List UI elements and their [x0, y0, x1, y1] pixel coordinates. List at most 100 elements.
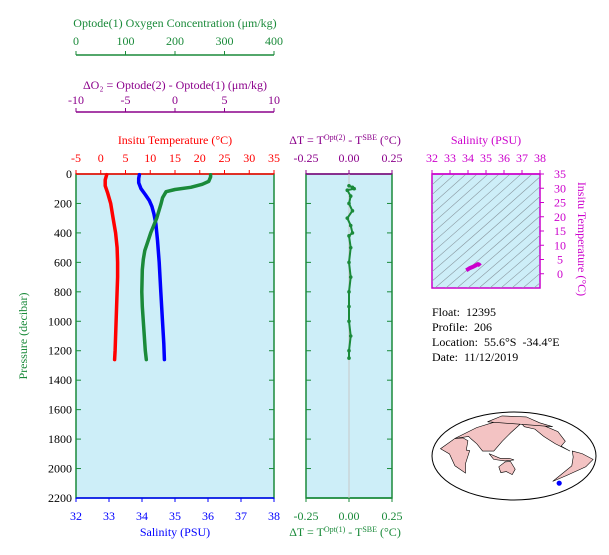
ts-density-contour — [432, 176, 540, 273]
date-value: 11/12/2019 — [464, 350, 519, 364]
float-row: Float: 12395 — [432, 305, 560, 320]
location-value: 55.6°S -34.4°E — [483, 335, 560, 349]
ts-x-tick-label: 36 — [498, 151, 510, 165]
ts-y-axis-title: Insitu Temperature (°C) — [575, 182, 589, 296]
superscript: Opt(2) — [324, 133, 346, 142]
delta-t-bottom-tick-label: 0.25 — [382, 509, 403, 523]
temperature-tick-label: -5 — [71, 151, 81, 165]
ts-y-tick-label: 10 — [554, 238, 566, 252]
ts-x-tick-label: 34 — [462, 151, 474, 165]
title-text: (°C) — [377, 133, 401, 147]
pressure-tick-label: 200 — [54, 196, 72, 210]
map-land-south-america — [552, 450, 594, 482]
delta-o2-tick-label: 10 — [268, 93, 280, 107]
pressure-axis-title: Pressure (decibar) — [16, 293, 30, 380]
salinity-tick-label: 34 — [136, 509, 148, 523]
delta-t-top-tick-label: 0.00 — [339, 151, 360, 165]
ts-y-tick-label: 5 — [557, 253, 563, 267]
map-land-africa — [439, 437, 471, 474]
float-label: Float: — [432, 305, 461, 319]
ts-density-contour — [445, 205, 540, 288]
salinity-profile-line — [136, 172, 167, 362]
pressure-tick-label: 800 — [54, 285, 72, 299]
ts-density-contour — [522, 273, 540, 288]
temperature-tick-label: 15 — [169, 151, 181, 165]
delta-t-line — [345, 184, 357, 359]
temperature-tick-label: 30 — [243, 151, 255, 165]
delta-o2-tick-label: 5 — [222, 93, 228, 107]
ts-y-tick-label: 20 — [554, 210, 566, 224]
date-label: Date: — [432, 350, 458, 364]
ts-density-contour — [432, 174, 522, 254]
ts-density-contour — [467, 225, 540, 288]
ts-contour-group — [432, 149, 609, 298]
ts-density-contour — [500, 254, 540, 288]
salinity-tick-label: 35 — [169, 509, 181, 523]
map-float-marker — [556, 480, 562, 486]
pressure-tick-label: 1800 — [48, 432, 72, 446]
title-text: ΔT = T — [289, 133, 324, 147]
ts-x-axis-title: Salinity (PSU) — [451, 133, 521, 147]
pressure-tick-label: 1400 — [48, 373, 72, 387]
oxygen-tick-label: 100 — [117, 34, 135, 48]
map-land-australia — [498, 461, 516, 475]
delta-t-bottom-tick-label: -0.25 — [294, 509, 319, 523]
salinity-tick-label: 37 — [235, 509, 247, 523]
location-label: Location: — [432, 335, 478, 349]
delta-o2-tick-label: 0 — [172, 93, 178, 107]
oxygen-tick-label: 0 — [73, 34, 79, 48]
ts-y-tick-label: 25 — [554, 196, 566, 210]
oxygen-tick-label: 300 — [216, 34, 234, 48]
temperature-profile-line — [103, 172, 120, 362]
ts-x-tick-label: 35 — [480, 151, 492, 165]
date-row: Date: 11/12/2019 — [432, 350, 560, 365]
salinity-tick-label: 38 — [268, 509, 280, 523]
delta-t-top-tick-label: 0.25 — [382, 151, 403, 165]
temperature-tick-label: 10 — [144, 151, 156, 165]
salinity-tick-label: 36 — [202, 509, 214, 523]
pressure-tick-label: 1200 — [48, 344, 72, 358]
delta-o2-tick-label: -10 — [68, 93, 84, 107]
delta-t-bottom-tick-label: 0.00 — [339, 509, 360, 523]
ts-density-contour — [434, 196, 540, 288]
temperature-tick-label: 35 — [268, 151, 280, 165]
ts-density-contour — [489, 244, 540, 288]
oxygen-tick-label: 200 — [166, 34, 184, 48]
superscript: SBE — [362, 133, 377, 142]
ts-y-tick-label: 15 — [554, 224, 566, 238]
map-land-greenland — [487, 415, 553, 427]
profile-row: Profile: 206 — [432, 320, 560, 335]
delta-t-bottom-title: ΔT = TOpt(1) - TSBE (°C) — [289, 525, 401, 540]
delta-o2-axis-title: ΔO₂ = Optode(2) - Optode(1) (μm/kg) — [83, 78, 267, 92]
map-land-indonesia — [488, 453, 515, 462]
ts-density-contour — [533, 149, 609, 298]
ts-y-tick-label: 35 — [554, 167, 566, 181]
temperature-tick-label: 5 — [123, 151, 129, 165]
title-text: - T — [345, 133, 363, 147]
delta-t-top-title: ΔT = TOpt(2) - TSBE (°C) — [289, 133, 401, 148]
pressure-tick-label: 0 — [66, 167, 72, 181]
oxygen-tick-label: 400 — [265, 34, 283, 48]
ts-x-tick-label: 32 — [426, 151, 438, 165]
ts-x-tick-label: 33 — [444, 151, 456, 165]
pressure-tick-label: 2200 — [48, 491, 72, 505]
float-value: 12395 — [466, 305, 497, 319]
ts-density-contour — [478, 234, 540, 288]
oxygen-profile-line — [140, 172, 213, 362]
profile-value: 206 — [474, 320, 492, 334]
salinity-tick-label: 32 — [70, 509, 82, 523]
pressure-tick-label: 1600 — [48, 403, 72, 417]
superscript: Opt(1) — [324, 525, 346, 534]
ts-density-contour — [511, 263, 540, 288]
superscript: SBE — [362, 525, 377, 534]
temperature-tick-label: 20 — [194, 151, 206, 165]
title-text: ΔT = T — [289, 525, 324, 539]
series-layer — [103, 172, 482, 362]
ts-profile-line — [465, 262, 482, 273]
delta-o2-tick-label: -5 — [121, 93, 131, 107]
ts-y-tick-label: 0 — [557, 267, 563, 281]
axes-layer: 0200400600800100012001400160018002000220… — [16, 16, 589, 539]
location-map — [431, 411, 597, 501]
ts-y-tick-label: 30 — [554, 181, 566, 195]
